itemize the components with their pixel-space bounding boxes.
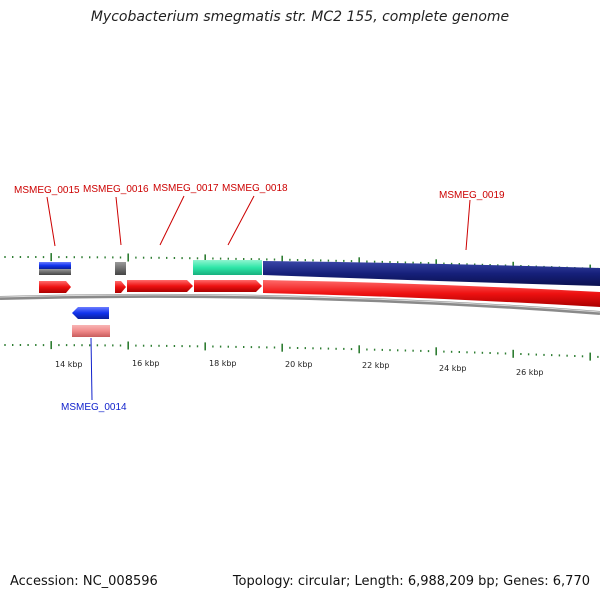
topology-label: Topology:	[232, 574, 294, 589]
topology-value: circular	[297, 574, 346, 589]
map-title: Mycobacterium smegmatis str. MC2 155, co…	[90, 9, 510, 25]
msmeg-0017-cds-arrow[interactable]	[127, 280, 193, 292]
length-label: Length:	[354, 574, 404, 589]
gene-label-msmeg-0015[interactable]: MSMEG_0015	[14, 185, 80, 196]
gene-label-msmeg-0017[interactable]: MSMEG_0017	[153, 183, 219, 194]
kbp-label-14: 14 kbp	[55, 360, 83, 369]
msmeg-0019-cds-arrow[interactable]	[263, 280, 600, 307]
gene-label-msmeg-0014[interactable]: MSMEG_0014	[61, 402, 127, 413]
msmeg-0015-leader-line	[46, 196, 56, 247]
accession-label: Accession:	[10, 574, 79, 589]
msmeg-0015-feature-blue[interactable]	[39, 262, 71, 269]
msmeg-0014-leader-line	[90, 337, 93, 401]
kbp-label-24: 24 kbp	[439, 364, 467, 373]
accession-info: Accession: NC_008596	[10, 574, 158, 589]
genes-label: Genes:	[503, 574, 549, 589]
gene-label-msmeg-0016[interactable]: MSMEG_0016	[83, 184, 149, 195]
msmeg-0018-leader-line	[227, 195, 255, 246]
kbp-label-22: 22 kbp	[362, 361, 390, 370]
inner-tick-track	[4, 341, 599, 361]
genes-value: 6,770	[552, 574, 590, 589]
msmeg-0019-leader-line	[465, 199, 471, 251]
kbp-label-26: 26 kbp	[516, 368, 544, 377]
msmeg-0016-feature-grey[interactable]	[115, 262, 126, 275]
kbp-label-18: 18 kbp	[209, 359, 237, 368]
kbp-label-20: 20 kbp	[285, 360, 313, 369]
msmeg-0014-cds-arrow[interactable]	[72, 307, 109, 319]
genome-backbone-highlight	[0, 294, 600, 313]
msmeg-0016-cds-arrow[interactable]	[115, 281, 126, 293]
msmeg-0017-leader-line	[159, 195, 185, 246]
length-value: 6,988,209 bp	[407, 574, 495, 589]
msmeg-0015-cds-arrow[interactable]	[39, 281, 71, 293]
genome-stats: Topology: circular; Length: 6,988,209 bp…	[232, 574, 590, 589]
gene-label-msmeg-0018[interactable]: MSMEG_0018	[222, 183, 288, 194]
msmeg-0019-feature-navy[interactable]	[263, 261, 600, 286]
accession-value: NC_008596	[82, 574, 158, 589]
msmeg-0016-leader-line	[115, 196, 122, 246]
msmeg-0014-feature-pink[interactable]	[72, 325, 110, 337]
genome-backbone	[0, 293, 600, 315]
msmeg-0018-cds-arrow[interactable]	[194, 280, 262, 292]
gene-label-msmeg-0019[interactable]: MSMEG_0019	[439, 190, 505, 201]
msmeg-0018-feature-teal[interactable]	[193, 260, 262, 275]
msmeg-0015-feature-grey[interactable]	[39, 269, 71, 275]
kbp-label-16: 16 kbp	[132, 359, 160, 368]
